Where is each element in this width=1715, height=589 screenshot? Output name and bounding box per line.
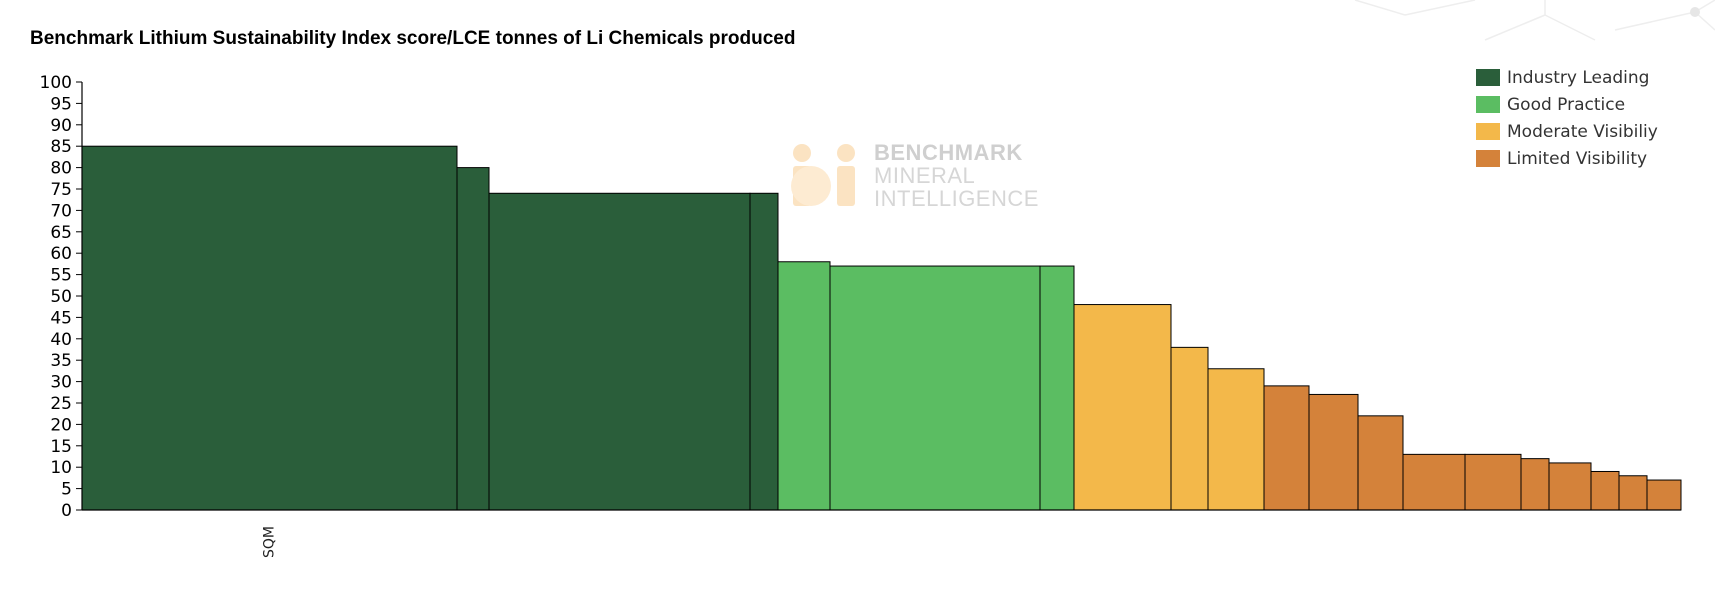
bar-2 — [488, 192, 751, 511]
bar-14 — [1464, 453, 1522, 511]
legend-swatch — [1476, 123, 1500, 140]
bar-18 — [1618, 475, 1648, 511]
watermark-line3: INTELLIGENCE — [874, 185, 1039, 211]
y-tick-label: 30 — [50, 373, 72, 393]
bar-12 — [1357, 415, 1404, 511]
bar-3 — [749, 192, 779, 511]
legend-item: Good Practice — [1476, 91, 1658, 118]
legend-swatch — [1476, 96, 1500, 113]
bar-15 — [1520, 458, 1550, 511]
bar-7 — [1073, 304, 1172, 511]
x-tick-label: SQM — [262, 526, 278, 558]
legend-item: Limited Visibility — [1476, 145, 1658, 172]
y-tick-label: 50 — [50, 287, 72, 307]
legend-label: Industry Leading — [1507, 67, 1650, 88]
y-tick-label: 65 — [50, 223, 72, 243]
bar-6 — [1039, 265, 1075, 511]
y-tick-label: 35 — [50, 351, 72, 371]
legend-label: Good Practice — [1507, 94, 1626, 115]
legend: Industry Leading Good Practice Moderate … — [1476, 64, 1658, 172]
y-tick-label: 95 — [50, 94, 72, 114]
y-tick-label: 5 — [61, 480, 72, 500]
bar-9 — [1207, 368, 1265, 511]
legend-swatch — [1476, 150, 1500, 167]
legend-label: Moderate Visibiliy — [1507, 121, 1658, 142]
y-tick-label: 20 — [50, 415, 72, 435]
x-axis-labels: SQM — [262, 526, 278, 558]
bar-8 — [1170, 346, 1209, 511]
benchmark-logo-icon — [780, 140, 860, 210]
y-tick-label: 100 — [40, 73, 72, 93]
y-tick-label: 40 — [50, 330, 72, 350]
y-tick-label: 25 — [50, 394, 72, 414]
bar-19 — [1646, 479, 1682, 511]
bar-1 — [456, 167, 490, 511]
bar-10 — [1263, 385, 1310, 511]
bar-0 — [81, 145, 458, 511]
y-tick-label: 45 — [50, 308, 72, 328]
chart-title: Benchmark Lithium Sustainability Index s… — [30, 28, 796, 49]
bars-layer — [81, 145, 1682, 511]
decorative-network-pattern — [1354, 0, 1715, 41]
y-tick-label: 85 — [50, 137, 72, 157]
watermark-line1: BENCHMARK — [874, 139, 1023, 165]
y-tick-label: 55 — [50, 266, 72, 286]
legend-item: Moderate Visibiliy — [1476, 118, 1658, 145]
y-tick-label: 90 — [50, 116, 72, 136]
legend-label: Limited Visibility — [1507, 148, 1648, 169]
benchmark-watermark: BENCHMARK MINERAL INTELLIGENCE — [780, 140, 1039, 210]
y-tick-label: 70 — [50, 201, 72, 221]
bar-4 — [777, 261, 831, 511]
y-tick-label: 10 — [50, 458, 72, 478]
bar-13 — [1402, 453, 1466, 511]
y-tick-label: 80 — [50, 159, 72, 179]
bar-16 — [1548, 462, 1592, 511]
y-tick-label: 75 — [50, 180, 72, 200]
bar-17 — [1590, 470, 1620, 511]
y-tick-label: 0 — [61, 501, 72, 521]
y-tick-label: 60 — [50, 244, 72, 264]
legend-swatch — [1476, 69, 1500, 86]
legend-item: Industry Leading — [1476, 64, 1658, 91]
y-tick-label: 15 — [50, 437, 72, 457]
bar-11 — [1308, 393, 1359, 511]
watermark-line2: MINERAL — [874, 162, 976, 188]
bar-5 — [829, 265, 1041, 511]
y-axis: 0510152025303540455055606570758085909510… — [40, 73, 1681, 521]
